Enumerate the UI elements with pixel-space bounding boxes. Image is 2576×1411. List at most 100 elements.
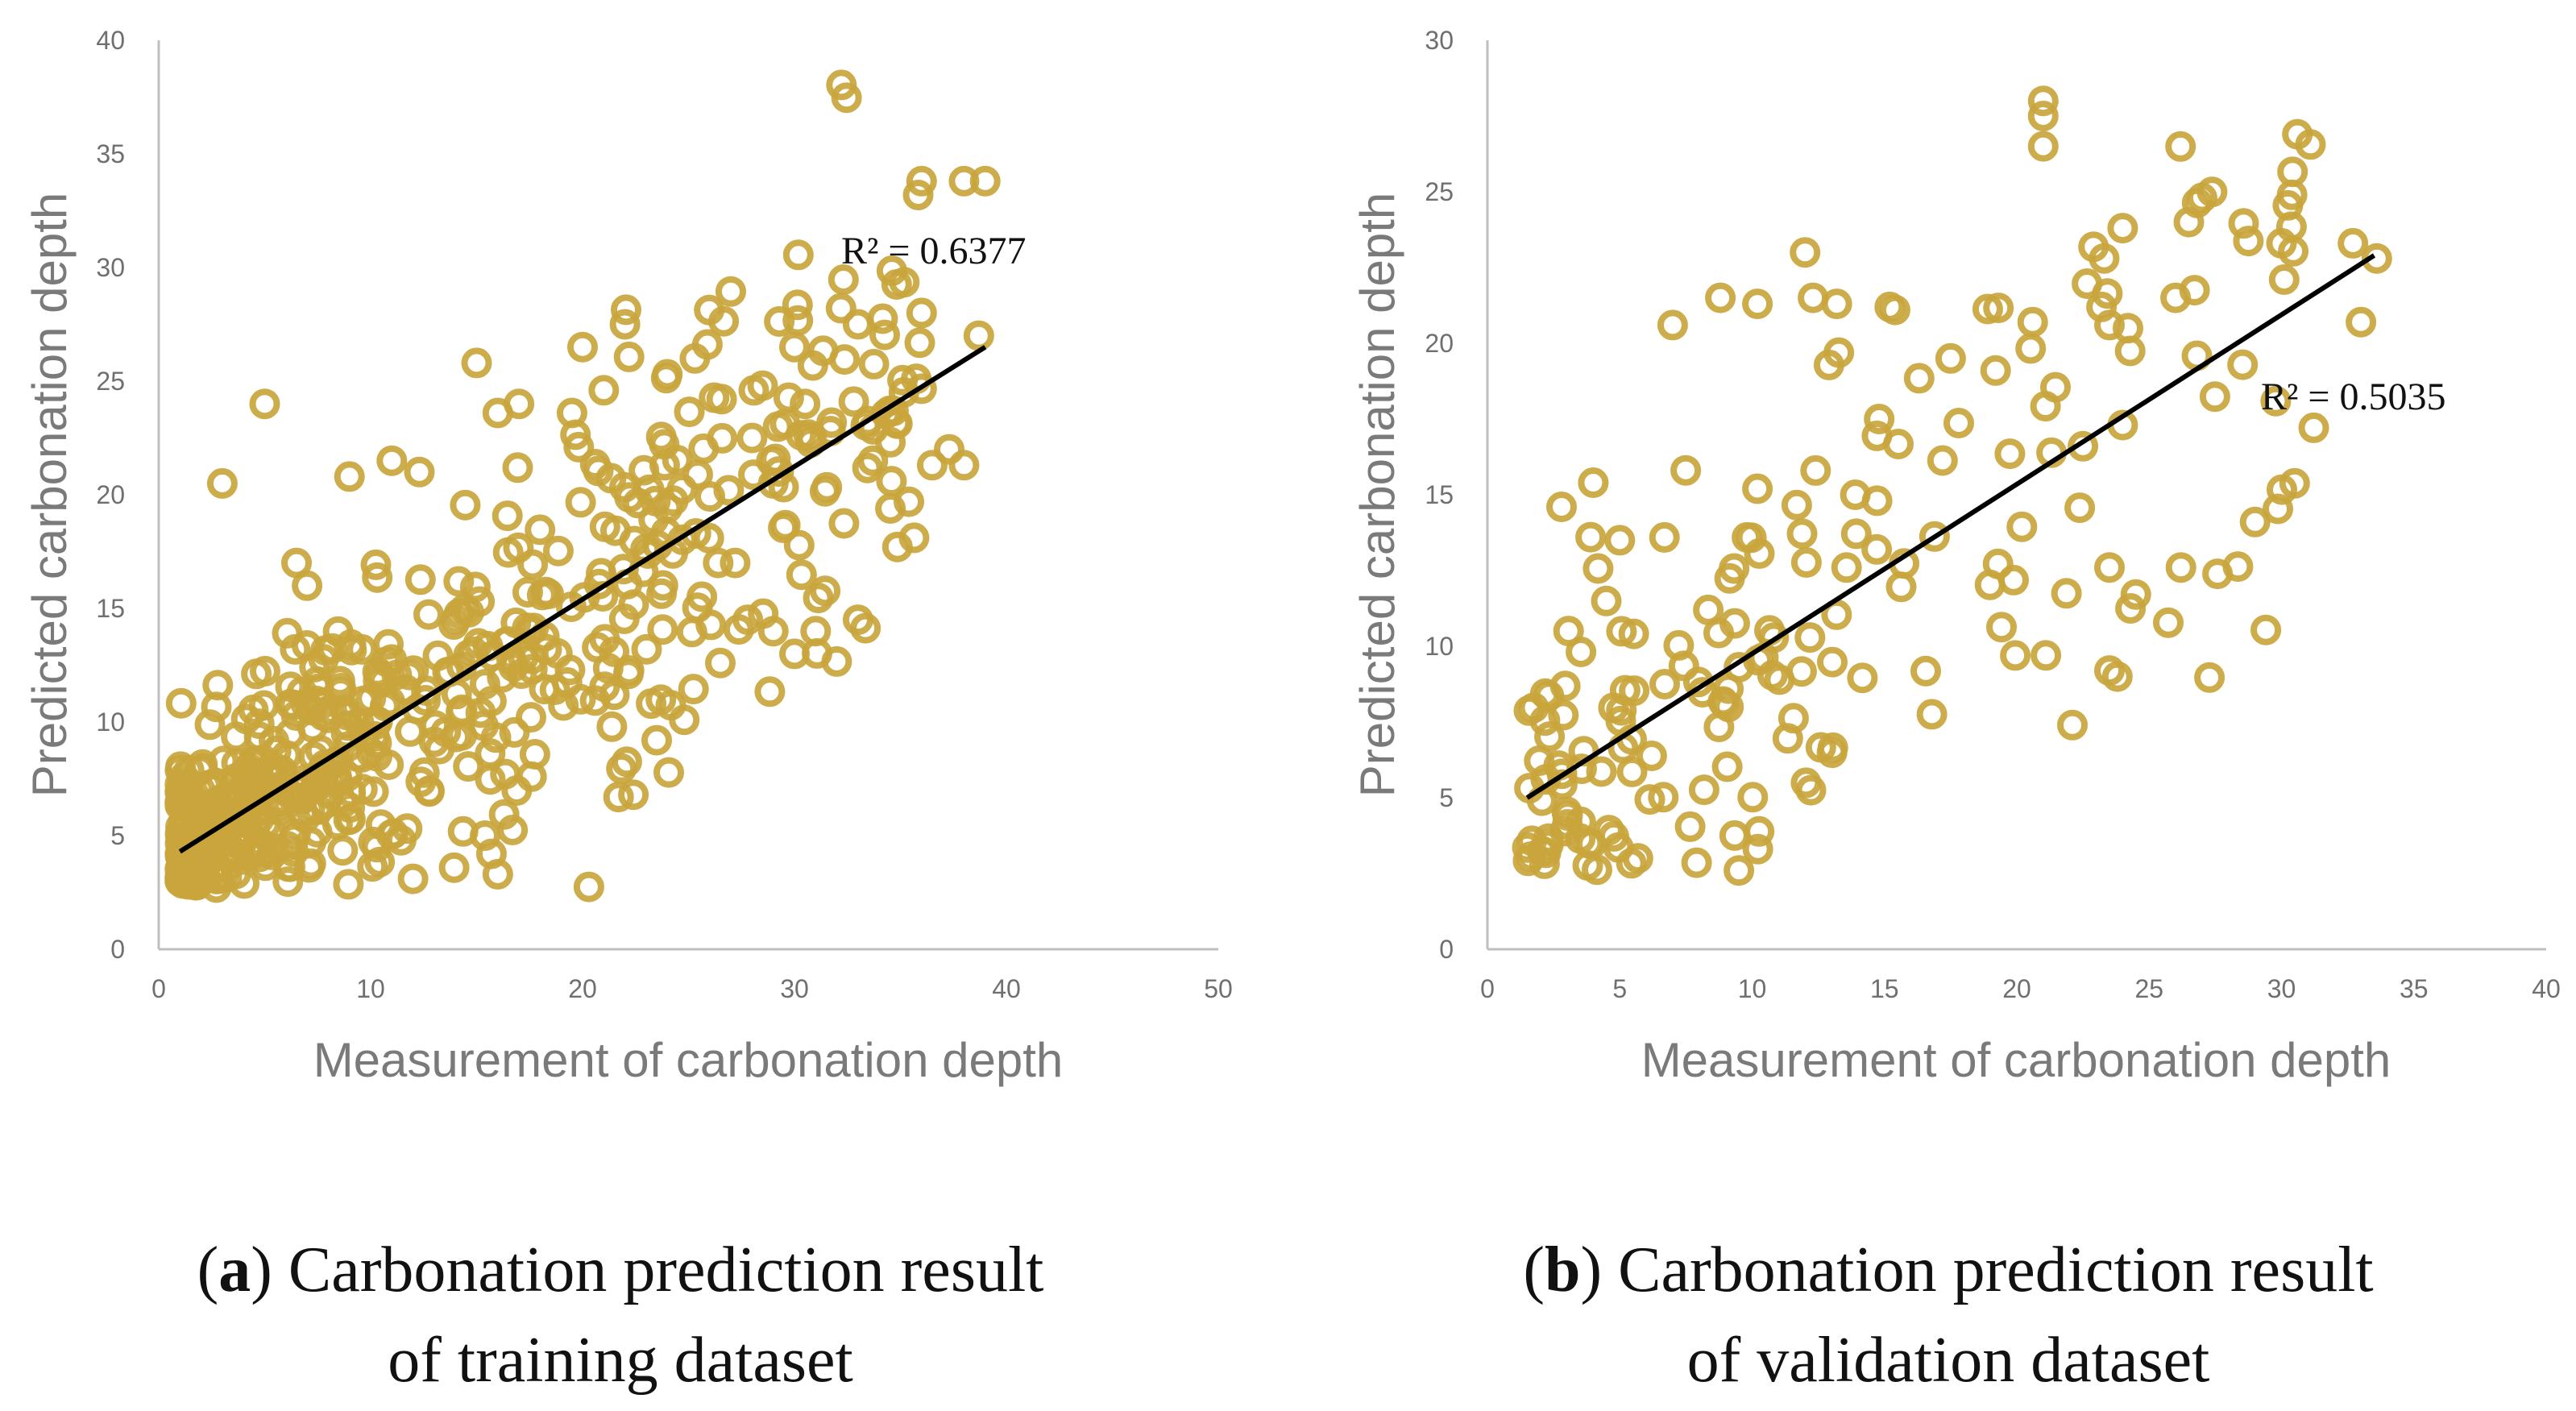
data-point	[631, 633, 662, 665]
data-point	[281, 547, 312, 579]
data-point	[769, 509, 801, 541]
data-point	[757, 467, 789, 499]
data-point	[404, 456, 435, 488]
data-point	[1847, 662, 1878, 694]
data-point	[197, 772, 227, 803]
caption-a-label: a	[218, 1235, 251, 1305]
data-point	[309, 749, 341, 781]
data-point	[362, 562, 393, 593]
data-point	[424, 733, 455, 765]
data-point	[747, 370, 778, 401]
data-point	[397, 863, 429, 894]
data-point	[1681, 847, 1712, 878]
data-point	[1549, 815, 1581, 847]
data-point	[1648, 782, 1679, 813]
data-point	[1742, 833, 1773, 865]
data-point	[904, 327, 935, 359]
data-point	[220, 858, 251, 890]
data-point	[2268, 264, 2300, 295]
data-point	[1636, 741, 1667, 771]
data-point	[906, 297, 937, 329]
x-tick-label: 30	[2267, 974, 2296, 1003]
data-point	[490, 758, 521, 790]
data-point	[335, 777, 367, 808]
data-point	[825, 293, 857, 324]
data-point	[1714, 562, 1745, 594]
data-point	[355, 683, 387, 714]
data-point	[618, 779, 649, 811]
data-point	[1604, 525, 1636, 556]
data-point	[1711, 751, 1743, 782]
data-point	[1840, 518, 1872, 550]
data-point	[1772, 723, 1803, 754]
data-point	[498, 651, 529, 683]
data-point	[1879, 294, 1910, 326]
data-point	[1816, 737, 1848, 769]
data-point	[441, 679, 472, 710]
data-point	[469, 669, 500, 700]
data-point	[1742, 288, 1773, 320]
data-point	[1668, 650, 1699, 682]
data-point	[325, 677, 356, 708]
data-point	[422, 640, 454, 671]
data-point	[519, 739, 550, 770]
x-axis-title-b: Measurement of carbonation depth	[1641, 1033, 2391, 1087]
data-point	[223, 823, 255, 854]
data-point	[2015, 333, 2047, 364]
data-point	[2202, 558, 2234, 590]
data-point	[606, 753, 637, 784]
data-point	[1994, 438, 2026, 470]
data-point	[1705, 282, 1736, 313]
data-point	[790, 388, 821, 420]
caption-b-label: b	[1544, 1235, 1581, 1305]
data-point	[1790, 547, 1822, 578]
data-point	[2337, 227, 2369, 259]
data-point	[782, 289, 813, 321]
data-point	[488, 799, 520, 830]
caption-b: (b) Carbonation prediction result of val…	[1384, 1225, 2512, 1405]
data-point	[293, 852, 325, 883]
data-point	[1670, 454, 1702, 486]
data-point	[679, 342, 711, 374]
x-tick-label: 15	[1870, 974, 1899, 1003]
data-point	[811, 471, 843, 503]
axes-b	[1486, 40, 2546, 951]
data-point	[2027, 101, 2059, 131]
data-point	[2031, 640, 2062, 671]
data-point	[613, 341, 645, 372]
data-point	[202, 670, 234, 701]
data-point	[969, 165, 1001, 197]
data-point	[1513, 695, 1545, 726]
y-tick-label: 20	[1425, 329, 1454, 358]
data-point	[676, 616, 707, 648]
data-point	[492, 537, 524, 568]
data-point	[1575, 521, 1607, 553]
y-tick-label: 0	[1439, 935, 1454, 964]
data-point	[250, 655, 280, 687]
data-point	[2094, 552, 2125, 583]
data-point	[385, 824, 417, 856]
data-point	[638, 504, 670, 535]
data-point	[678, 674, 709, 705]
data-point	[2233, 226, 2264, 257]
data-point	[1534, 721, 1566, 753]
data-point	[867, 303, 898, 334]
data-point	[669, 704, 700, 736]
data-point	[842, 604, 873, 636]
data-point	[783, 529, 815, 561]
data-point	[1719, 820, 1750, 851]
data-point	[398, 655, 429, 687]
data-point	[1916, 699, 1948, 730]
x-axis-title-a: Measurement of carbonation depth	[313, 1033, 1064, 1087]
data-point	[1974, 569, 2006, 600]
data-point	[360, 549, 392, 580]
data-point	[828, 508, 860, 539]
data-point	[286, 676, 317, 708]
y-tick-label: 0	[110, 935, 125, 964]
x-tick-label: 20	[568, 974, 597, 1003]
x-tick-label: 50	[1204, 974, 1233, 1003]
data-point	[2051, 578, 2082, 609]
y-tick-label: 5	[1439, 783, 1454, 812]
data-point	[573, 871, 604, 903]
